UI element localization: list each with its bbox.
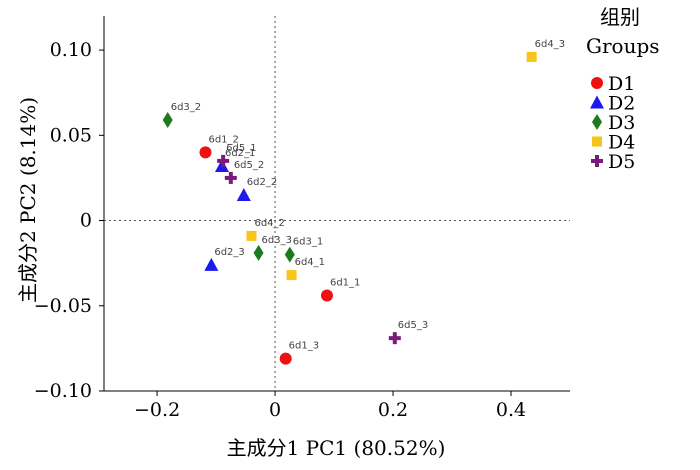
data-point-6d2_3 <box>204 257 219 271</box>
legend-marker-D1 <box>591 77 603 89</box>
point-label-6d2_1: 6d2_1 <box>225 148 255 159</box>
data-point-6d1_1 <box>320 289 333 302</box>
x-tick-label: −0.2 <box>134 399 180 421</box>
data-point-6d4_3 <box>526 51 537 62</box>
x-axis-title: 主成分1 PC1 (80.52%) <box>227 436 446 460</box>
data-point-6d4_2 <box>246 230 257 241</box>
data-point-6d5_2 <box>224 171 237 184</box>
plus-bar-v <box>221 154 226 167</box>
legend-title-cn: 组别 <box>600 5 640 29</box>
point-label-6d4_1: 6d4_1 <box>295 257 325 268</box>
legend-label-D5: D5 <box>608 151 635 173</box>
data-point-6d1_2 <box>199 146 212 159</box>
point-label-6d1_2: 6d1_2 <box>208 134 238 145</box>
data-point-6d3_1 <box>284 246 295 263</box>
legend-label-D2: D2 <box>608 93 635 115</box>
x-tick-label: 0.4 <box>496 399 526 421</box>
y-tick-label: 0.05 <box>50 124 92 146</box>
point-label-6d2_3: 6d2_3 <box>214 247 244 258</box>
data-point-6d4_1 <box>286 270 297 281</box>
y-tick-label: 0.10 <box>50 39 92 61</box>
point-label-6d3_3: 6d3_3 <box>262 235 292 246</box>
legend-label-D1: D1 <box>608 73 635 95</box>
point-label-6d5_2: 6d5_2 <box>234 160 264 171</box>
data-point-6d3_3 <box>253 244 264 261</box>
point-label-6d2_2: 6d2_2 <box>247 177 277 188</box>
point-label-6d4_2: 6d4_2 <box>254 218 284 229</box>
y-tick-label: −0.05 <box>34 295 92 317</box>
legend-title-en: Groups <box>586 34 660 58</box>
point-label-6d4_3: 6d4_3 <box>535 39 565 50</box>
x-tick-label: 0.2 <box>378 399 408 421</box>
plus-bar-v <box>228 171 233 184</box>
plus-bar-v <box>392 332 397 345</box>
data-point-6d3_2 <box>162 111 173 128</box>
legend-marker-D5 <box>591 155 603 167</box>
point-label-6d3_1: 6d3_1 <box>293 237 323 248</box>
plus-bar-v <box>595 155 599 167</box>
y-axis-title: 主成分2 PC2 (8.14%) <box>16 97 40 303</box>
data-point-6d5_3 <box>388 332 401 345</box>
data-point-6d1_3 <box>279 352 292 365</box>
y-tick-label: −0.10 <box>34 380 92 402</box>
legend-label-D3: D3 <box>608 112 635 134</box>
y-tick-label: 0 <box>80 210 92 232</box>
legend-marker-D3 <box>592 114 602 130</box>
plot-area: −0.2 0 0.2 0.4 0.10 0.05 0 −0.05 −0.10 6d1_2 6d1_1… <box>34 16 570 421</box>
point-label-6d1_3: 6d1_3 <box>289 341 319 352</box>
point-label-6d5_1: 6d5_1 <box>226 143 256 154</box>
point-label-6d3_2: 6d3_2 <box>171 102 201 113</box>
legend-label-D4: D4 <box>608 132 635 154</box>
point-label-6d5_3: 6d5_3 <box>398 320 428 331</box>
legend-marker-D2 <box>590 95 604 109</box>
point-label-6d1_1: 6d1_1 <box>330 278 360 289</box>
legend-marker-D4 <box>592 136 602 147</box>
x-tick-label: 0 <box>269 399 281 421</box>
data-point-6d2_2 <box>236 187 251 201</box>
data-point-6d5_1 <box>217 154 230 167</box>
